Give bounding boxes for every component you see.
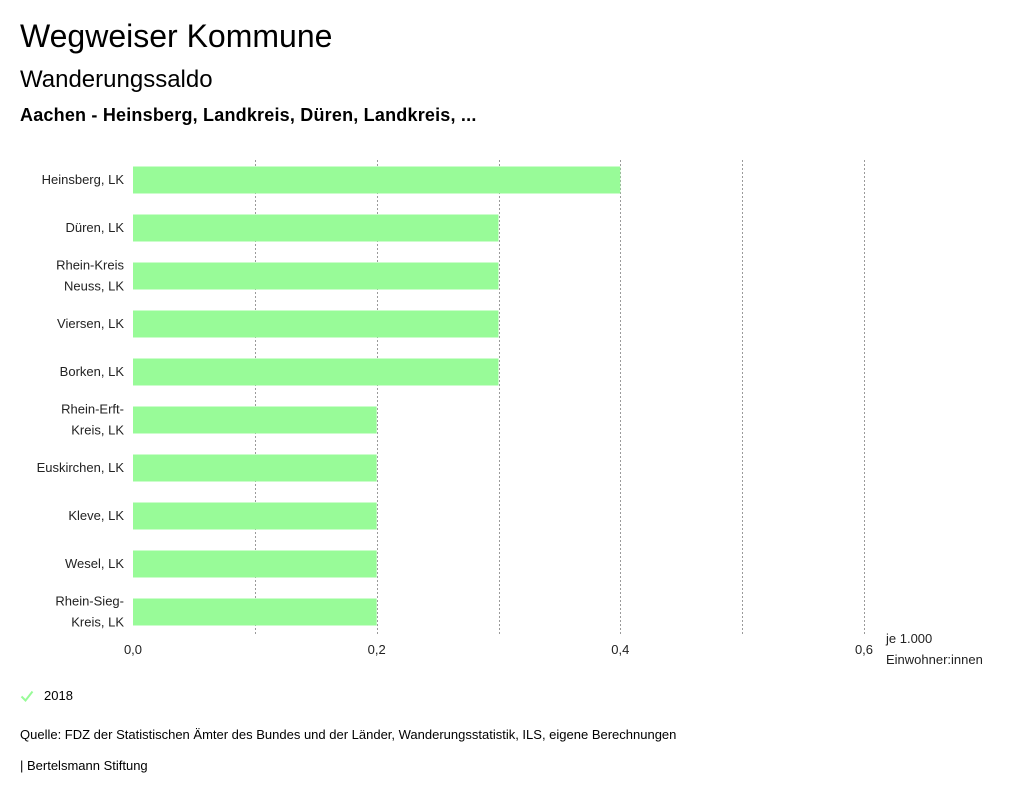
bar[interactable]	[133, 166, 621, 194]
category-label: Viersen, LK	[57, 316, 124, 331]
chart-legend[interactable]: 2018	[20, 688, 73, 703]
bar[interactable]	[133, 454, 377, 482]
x-tick-label: 0,0	[124, 642, 142, 657]
category-label: Rhein-Kreis	[56, 258, 124, 273]
category-label: Düren, LK	[65, 220, 124, 235]
source-note: Quelle: FDZ der Statistischen Ämter des …	[20, 727, 677, 742]
x-tick-label: 0,6	[855, 642, 873, 657]
category-label: Kleve, LK	[68, 508, 124, 523]
page-title: Wegweiser Kommune	[20, 18, 333, 54]
bar[interactable]	[133, 550, 377, 578]
category-label: Wesel, LK	[65, 556, 124, 571]
bar[interactable]	[133, 214, 499, 242]
checkmark-icon	[20, 690, 34, 702]
category-label: Euskirchen, LK	[37, 460, 125, 475]
bar[interactable]	[133, 310, 499, 338]
category-label: Rhein-Erft-	[61, 402, 124, 417]
category-label: Rhein-Sieg-	[55, 594, 124, 609]
x-tick-label: 0,4	[611, 642, 629, 657]
chart-subtitle: Wanderungssaldo	[20, 66, 213, 93]
x-axis-unit-label: je 1.000	[885, 631, 932, 646]
bar[interactable]	[133, 262, 499, 290]
bar[interactable]	[133, 406, 377, 434]
bar-chart: Heinsberg, LK Düren, LK Rhein-Kreis Neuss, …	[37, 160, 983, 667]
category-label: Kreis, LK	[71, 615, 124, 630]
region-selection[interactable]: Aachen - Heinsberg, Landkreis, Düren, La…	[20, 105, 477, 125]
legend-label-2018: 2018	[44, 688, 73, 703]
category-label: Heinsberg, LK	[42, 172, 125, 187]
category-label: Neuss, LK	[64, 279, 124, 294]
bar[interactable]	[133, 598, 377, 626]
x-axis-unit-label: Einwohner:innen	[886, 652, 983, 667]
bar[interactable]	[133, 358, 499, 386]
category-label: Borken, LK	[60, 364, 125, 379]
category-label: Kreis, LK	[71, 423, 124, 438]
credit-note[interactable]: | Bertelsmann Stiftung	[20, 758, 148, 773]
x-tick-label: 0,2	[368, 642, 386, 657]
bar[interactable]	[133, 502, 377, 530]
